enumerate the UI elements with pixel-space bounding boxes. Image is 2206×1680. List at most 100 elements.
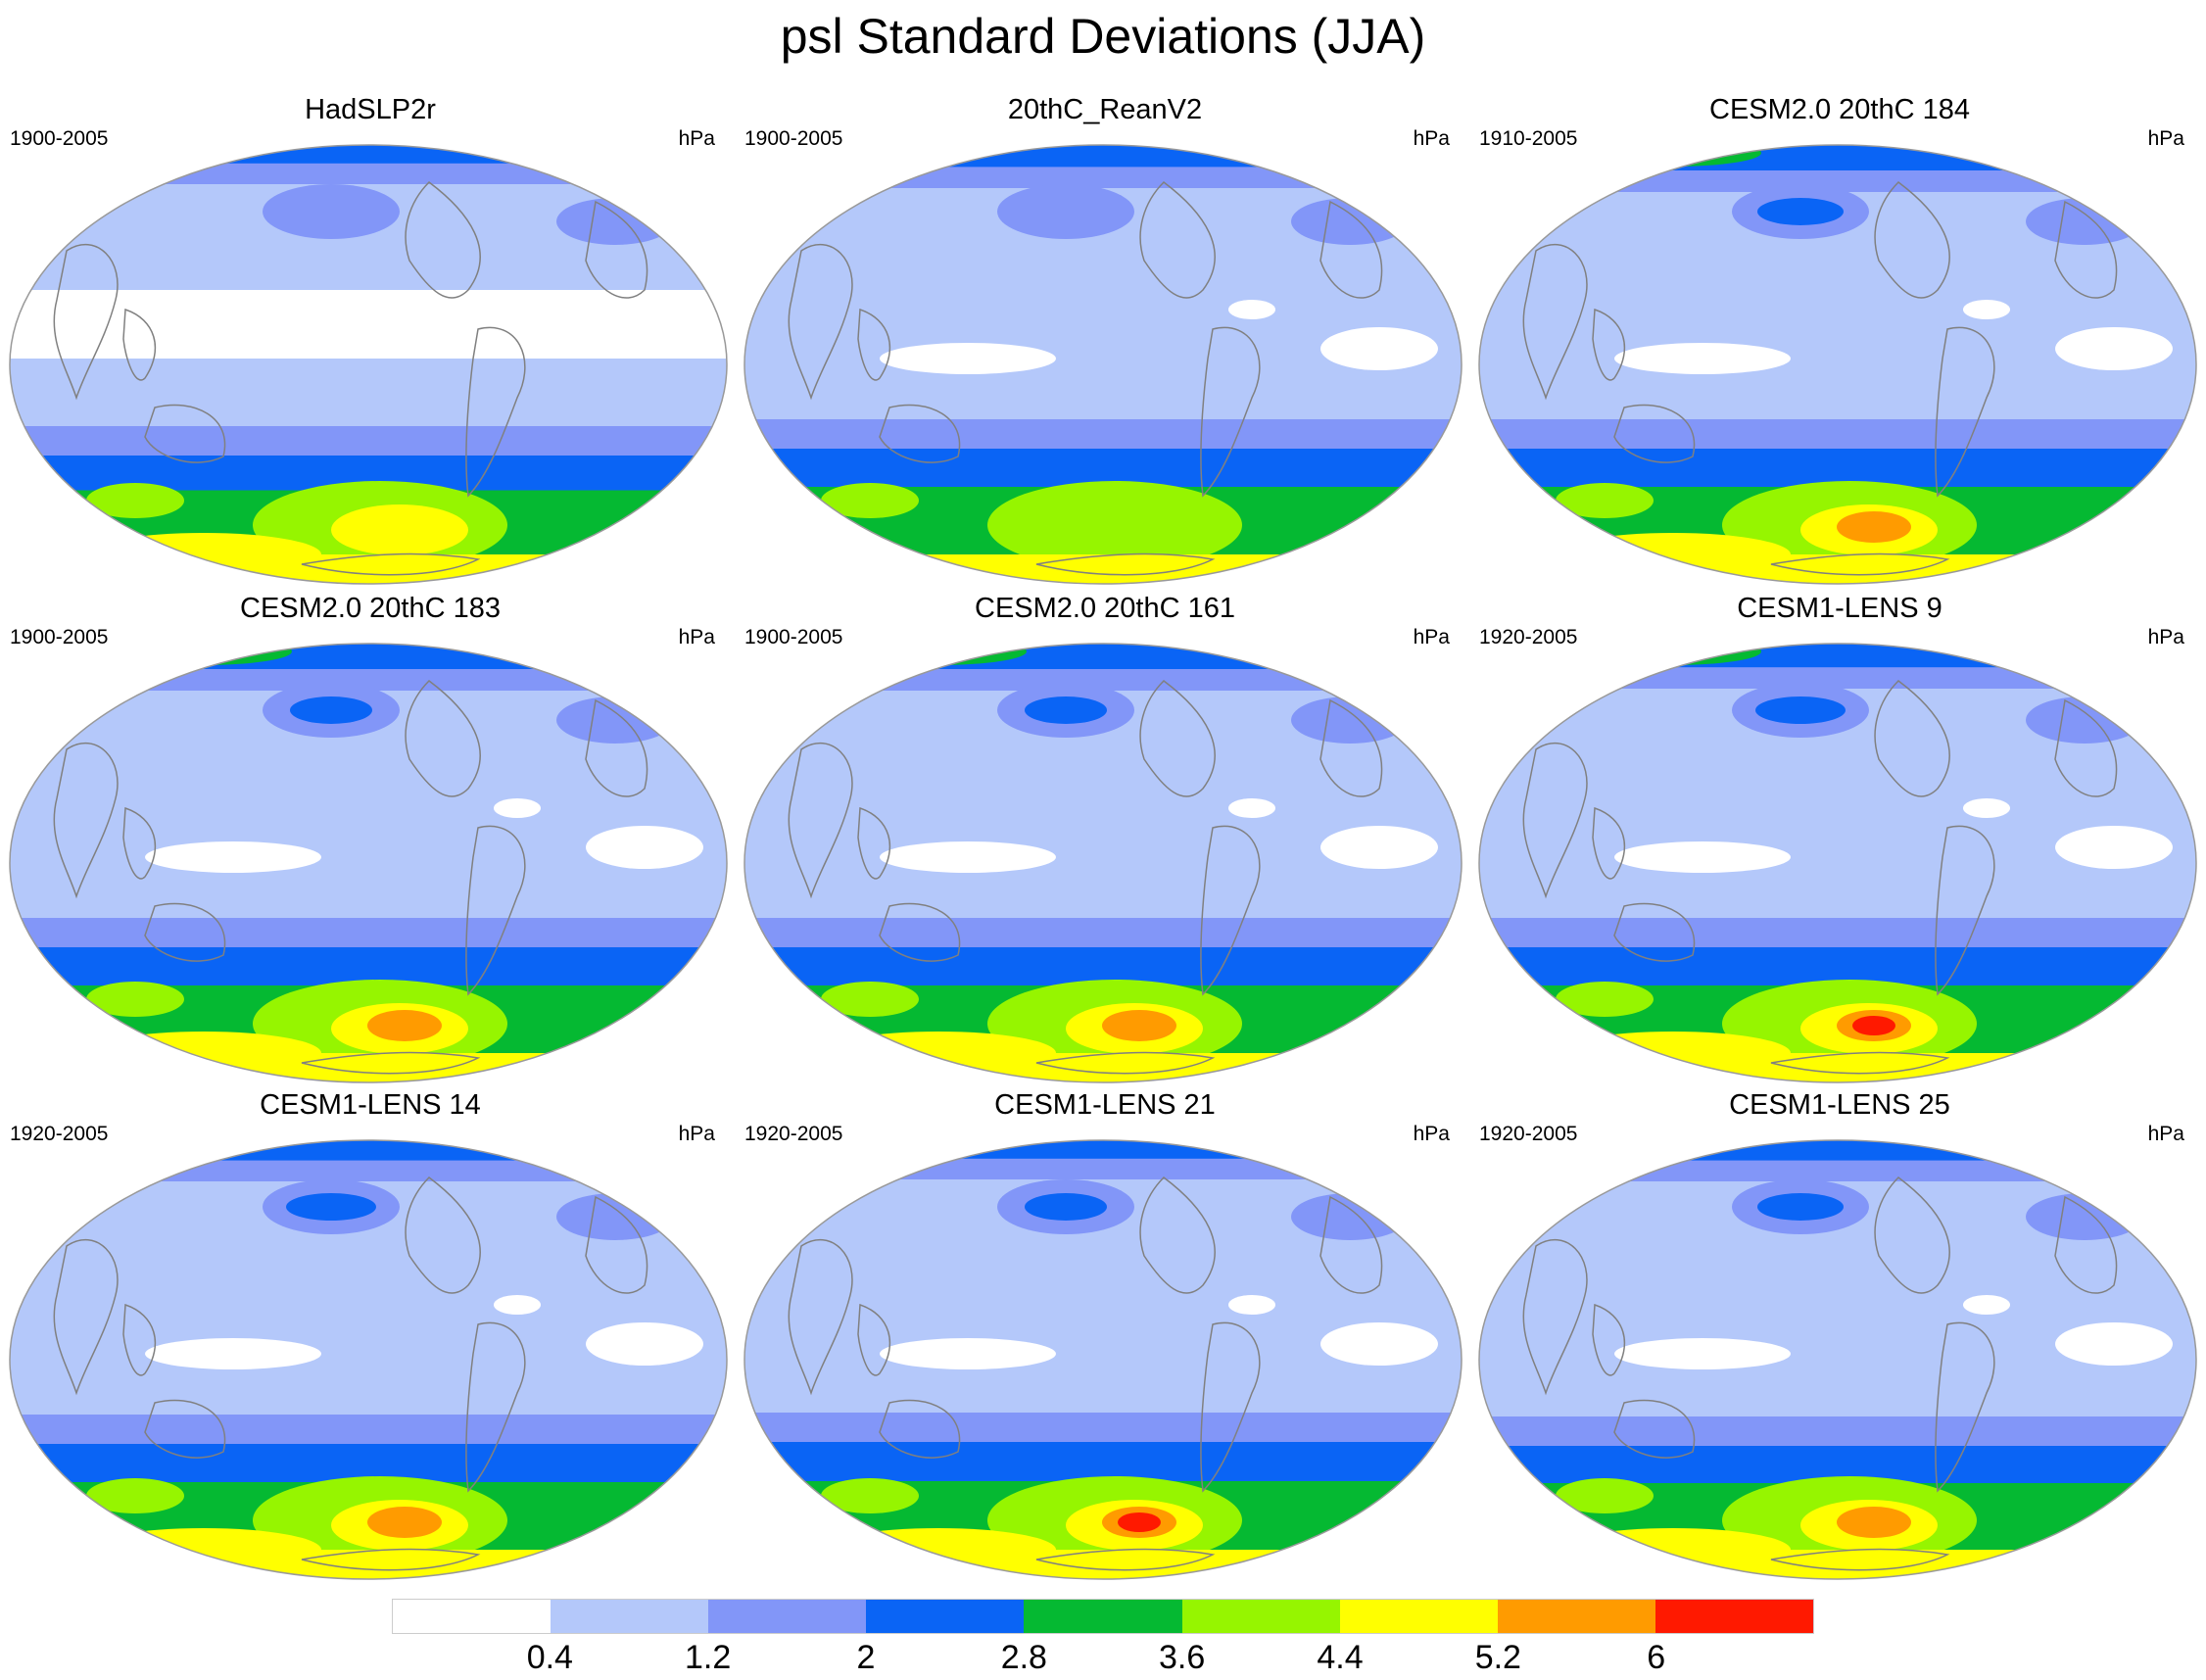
colorbar-tick-label: 0.4: [526, 1639, 573, 1676]
coastline: [1874, 181, 1950, 299]
panel-years: 1920-2005: [744, 1123, 843, 1145]
panel-title: CESM2.0 20thC 183: [240, 593, 501, 624]
panel-years: 1920-2005: [10, 1123, 109, 1145]
panel-units: hPa: [678, 626, 715, 648]
north-pacific-core: [290, 696, 372, 724]
contour-field: [10, 644, 727, 1082]
colorbar-swatch: [1339, 1600, 1498, 1633]
north-pacific-core: [1757, 1193, 1844, 1221]
tropical-min-americas: [1963, 300, 2010, 319]
panel-units: hPa: [2147, 1123, 2184, 1145]
map-border: [1478, 643, 2197, 1083]
coastline: [1592, 806, 1625, 880]
southern-patch-west: [86, 483, 184, 518]
contour-field: [744, 644, 1462, 1082]
coastline: [144, 902, 226, 962]
tropical-min-atlantic: [2055, 826, 2173, 869]
antarctic-coast-yellow: [744, 1550, 1462, 1579]
panel-title: CESM2.0 20thC 161: [975, 593, 1235, 624]
antarctic-level-6: [331, 504, 468, 555]
panel-title: HadSLP2r: [305, 94, 436, 125]
colorbar-swatch: [866, 1600, 1025, 1633]
coastline: [1319, 1195, 1383, 1294]
coastline: [301, 1548, 481, 1571]
coastline: [788, 743, 853, 899]
antarctic-level-7: [1102, 1010, 1176, 1041]
tropical-min-pacific: [1614, 1338, 1791, 1369]
coastline: [1139, 181, 1216, 299]
tropical-min-pacific: [145, 1338, 321, 1369]
tropical-min-pacific: [145, 841, 321, 873]
tropical-min-pacific: [880, 1338, 1056, 1369]
panel-units: hPa: [2147, 127, 2184, 150]
antarctic-coast-yellow: [10, 1550, 727, 1579]
coastline: [2054, 200, 2118, 299]
southern-patch-west: [821, 1478, 919, 1513]
coastline: [1200, 825, 1261, 996]
map-border: [1478, 144, 2197, 585]
coastline: [1319, 698, 1383, 797]
coastline: [53, 244, 119, 401]
antarctic-west-yellow: [1556, 1528, 1791, 1571]
coastline: [1935, 1321, 1995, 1493]
tropical-min-pacific: [1614, 841, 1791, 873]
coastline: [144, 404, 226, 463]
colorbar-swatch: [551, 1600, 709, 1633]
coastline: [1874, 1176, 1950, 1294]
coastline: [1770, 1051, 1950, 1075]
tropical-min-pacific: [880, 343, 1056, 374]
coastline: [1319, 200, 1383, 299]
north-pacific-low: [997, 184, 1134, 239]
arctic-core: [10, 145, 727, 164]
north-pacific-low: [263, 184, 400, 239]
coastline: [1035, 1548, 1216, 1571]
southern-patch-west: [86, 982, 184, 1017]
panel-years: 1910-2005: [1479, 127, 1578, 150]
colorbar-tick-label: 1.2: [685, 1639, 732, 1676]
robinson-map: [1478, 1139, 2197, 1580]
antarctic-coast-yellow: [10, 554, 727, 584]
coastlines: [788, 1176, 1383, 1571]
panel-years: 1920-2005: [1479, 626, 1578, 648]
map-panel: CESM1-LENS 25 1920-2005 hPa: [1477, 1089, 2202, 1589]
coastlines: [1522, 680, 2118, 1075]
coastline: [857, 806, 890, 880]
tropical-min-atlantic: [2055, 1322, 2173, 1366]
contour-field: [1479, 644, 2196, 1082]
contour-field: [1479, 1140, 2196, 1579]
antarctic-west-yellow: [86, 1032, 321, 1075]
antarctic-coast-yellow: [10, 1053, 727, 1082]
tropical-min-pacific: [880, 841, 1056, 873]
tropical-min-atlantic: [586, 1322, 703, 1366]
antarctic-coast-yellow: [744, 1053, 1462, 1082]
coastline: [301, 1051, 481, 1075]
antarctic-west-yellow: [86, 1528, 321, 1571]
map-border: [1478, 1139, 2197, 1580]
antarctic-level-8: [1118, 1512, 1161, 1532]
colorbar: [392, 1599, 1814, 1634]
panel-title: 20thC_ReanV2: [1007, 94, 1203, 125]
coastline: [144, 1399, 226, 1459]
panel-units: hPa: [1413, 127, 1450, 150]
map-border: [743, 643, 1463, 1083]
robinson-map: [743, 643, 1463, 1083]
map-panel: 20thC_ReanV2 1900-2005 hPa: [743, 94, 1467, 594]
coastline: [2054, 1195, 2118, 1294]
colorbar-swatch: [708, 1600, 867, 1633]
southern-patch-west: [86, 1478, 184, 1513]
map-border: [743, 144, 1463, 585]
arctic-core: [744, 644, 1462, 669]
colorbar-swatch: [1654, 1600, 1813, 1633]
panel-years: 1900-2005: [744, 626, 843, 648]
tropical-min-americas: [494, 1295, 541, 1315]
panel-years: 1920-2005: [1479, 1123, 1578, 1145]
antarctic-level-7: [1837, 511, 1911, 543]
contour-field: [10, 1140, 727, 1579]
coastline: [2054, 698, 2118, 797]
coastline: [585, 200, 648, 299]
antarctic-west-yellow: [1556, 1032, 1791, 1075]
colorbar-swatch: [1024, 1600, 1182, 1633]
tropical-min-band: [10, 290, 727, 359]
map-panel: CESM2.0 20thC 183 1900-2005 hPa: [8, 593, 733, 1092]
panel-units: hPa: [2147, 626, 2184, 648]
